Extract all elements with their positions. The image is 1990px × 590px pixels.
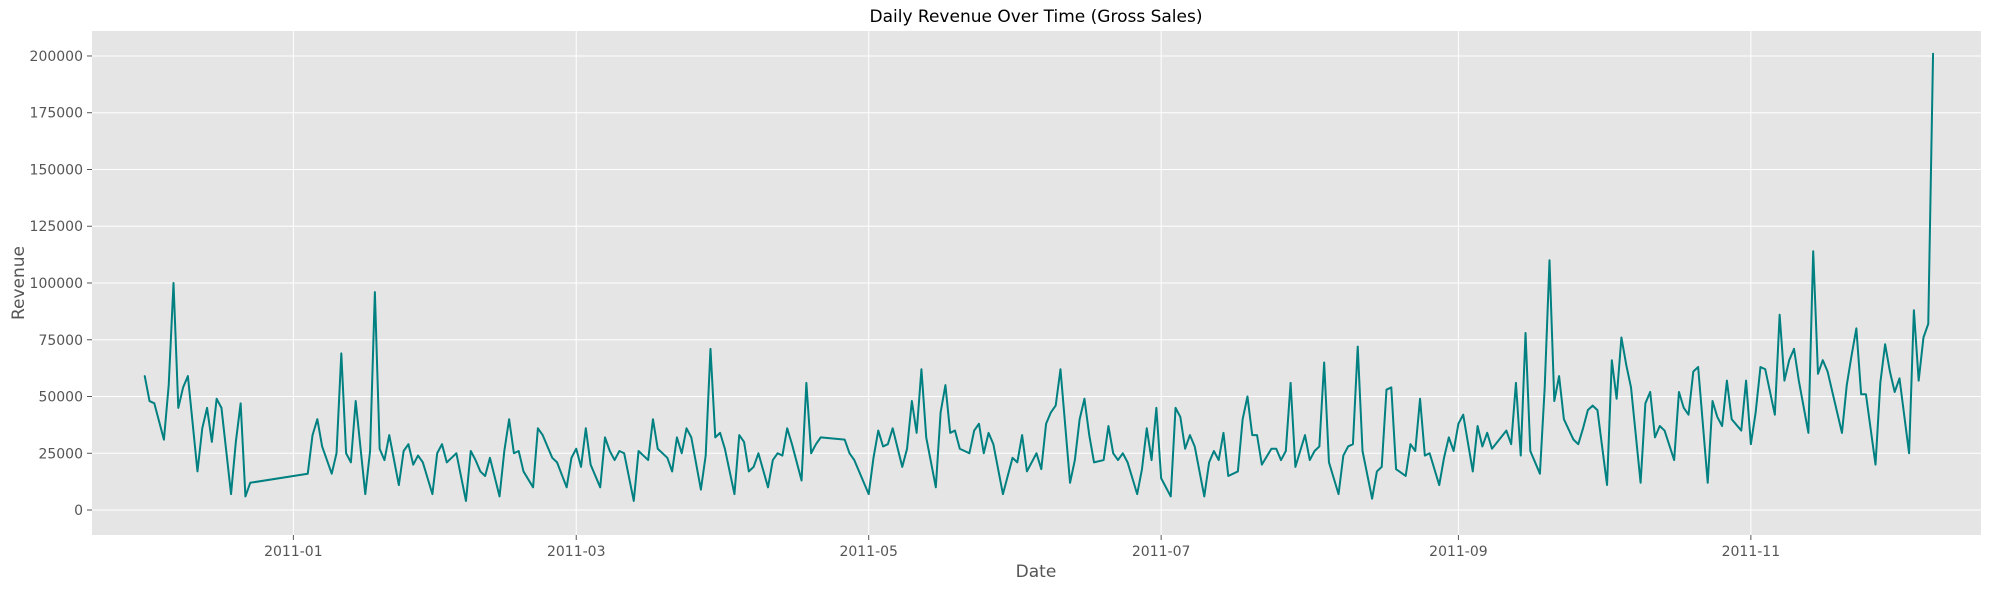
y-tick-label: 125000	[30, 219, 83, 235]
y-tick-label: 175000	[30, 106, 83, 122]
y-tick-label: 0	[74, 503, 83, 519]
revenue-series-line	[143, 52, 1935, 502]
y-tick-label: 100000	[30, 276, 83, 292]
y-tick-label: 50000	[38, 390, 83, 406]
series-layer	[143, 52, 1935, 502]
y-tick-label: 150000	[30, 162, 83, 178]
y-tick-label: 75000	[38, 333, 83, 349]
x-axis-label: Date	[1016, 562, 1057, 582]
y-axis-label: Revenue	[9, 246, 29, 320]
x-tick-label: 2011-03	[547, 544, 606, 560]
x-tick-label: 2011-01	[264, 544, 323, 560]
y-tick-label: 200000	[30, 49, 83, 65]
y-tick-label: 25000	[38, 446, 83, 462]
x-tick-label: 2011-05	[839, 544, 898, 560]
x-tick-label: 2011-09	[1429, 544, 1488, 560]
chart-title: Daily Revenue Over Time (Gross Sales)	[870, 7, 1203, 27]
x-tick-label: 2011-11	[1722, 544, 1781, 560]
y-axis-ticks: 0 25000 50000 75000 100000 125000 150000 175000…	[30, 49, 92, 519]
x-tick-label: 2011-07	[1132, 544, 1191, 560]
x-axis-ticks: 2011-01 2011-03 2011-05 2011-07 2011-09 2011-…	[264, 535, 1780, 560]
